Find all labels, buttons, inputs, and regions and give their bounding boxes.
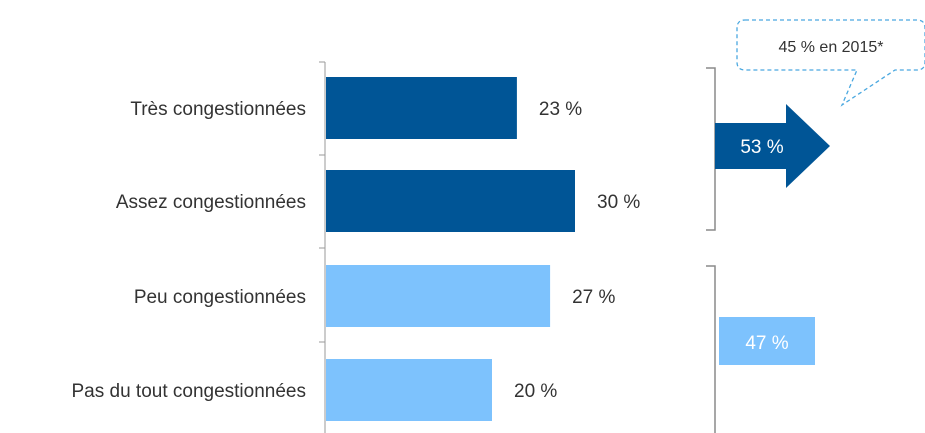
callout-text: 45 % en 2015* [779,39,884,56]
category-label-assez: Assez congestionnées [116,192,306,213]
bars [326,77,575,421]
bar-assez-congestionnees [326,170,575,232]
value-label-tres: 23 % [539,99,582,120]
callout-2015: 45 % en 2015* [736,19,925,107]
category-label-pas-du-tout: Pas du tout congestionnées [71,381,306,402]
value-label-assez: 30 % [597,192,640,213]
group-total-arrow-53 [715,104,830,188]
category-label-tres: Très congestionnées [130,99,306,120]
category-labels: Très congestionnées Assez congestionnées… [71,99,306,402]
category-label-peu: Peu congestionnées [134,287,306,308]
category-axis [319,61,326,433]
value-labels: 23 % 30 % 27 % 20 % [514,99,640,402]
value-label-peu: 27 % [572,287,615,308]
bar-peu-congestionnees [326,265,551,327]
group-total-label-47: 47 % [745,333,788,354]
value-label-pas-du-tout: 20 % [514,381,557,402]
callout-bubble [736,19,925,107]
group-total-box-47 [719,317,815,365]
group-total-label-53: 53 % [740,137,783,158]
bar-pas-du-tout-congestionnees [326,359,492,421]
group-bracket-bottom [706,265,716,433]
bar-tres-congestionnees [326,77,517,139]
group-bracket-top [706,67,716,231]
